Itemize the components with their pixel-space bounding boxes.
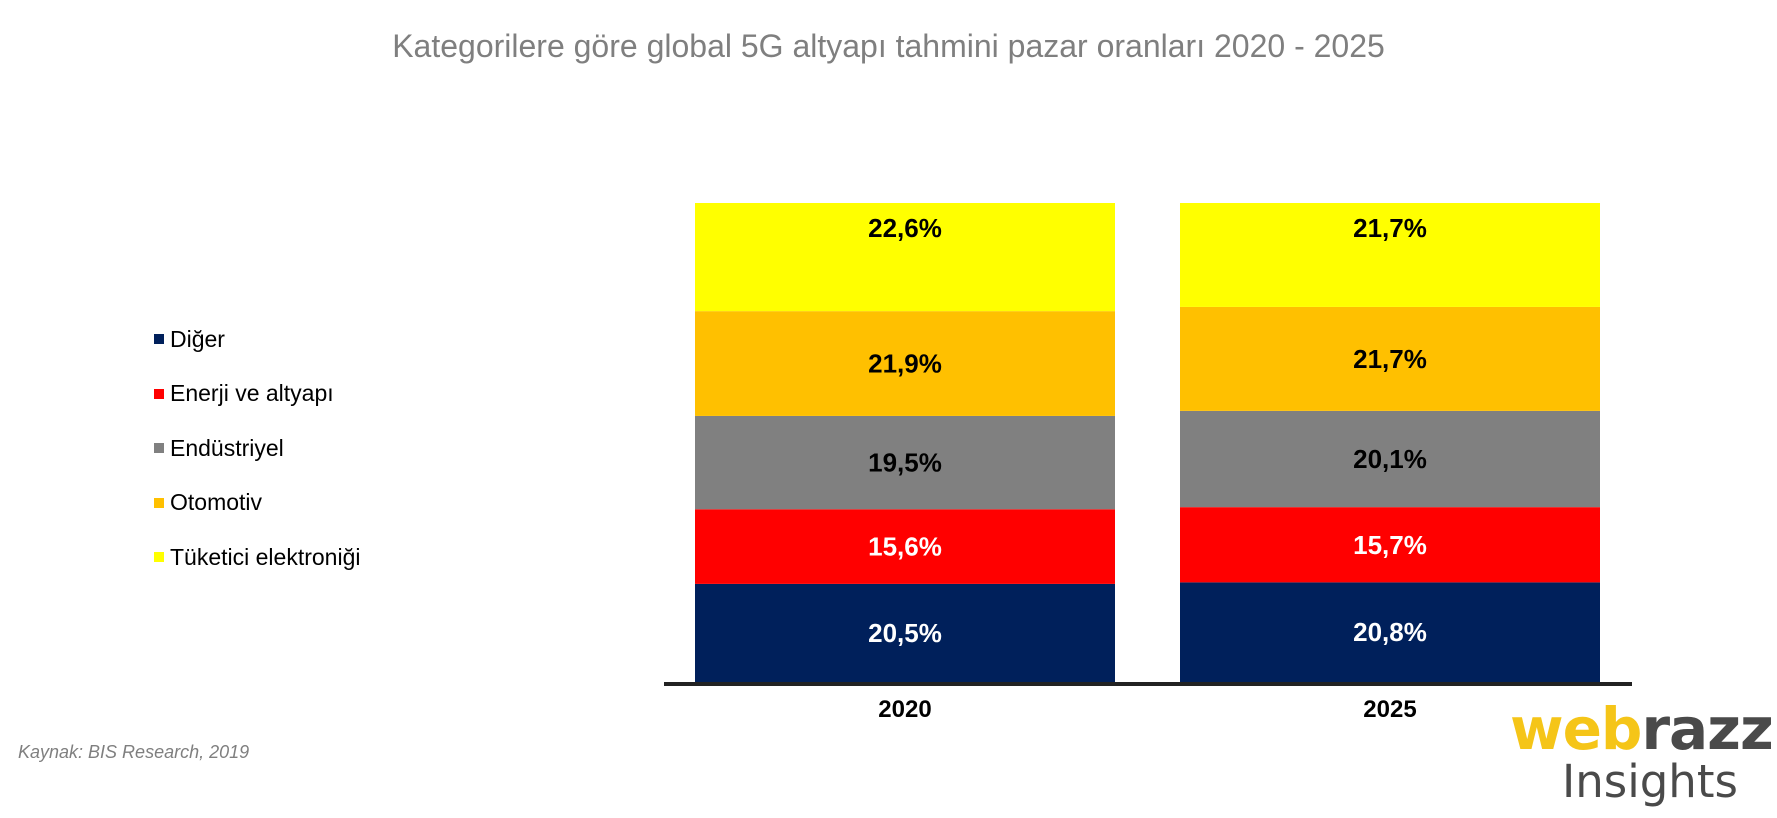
- bar-segment-2020-4: [695, 203, 1115, 312]
- data-label-2025-0: 20,8%: [1353, 617, 1427, 647]
- legend-item-endustriyel: Endüstriyel: [154, 421, 360, 476]
- legend-swatch: [154, 388, 164, 399]
- bar-segment-2025-3: [1180, 306, 1600, 411]
- legend-label: Otomotiv: [170, 489, 263, 516]
- data-label-2025-3: 21,7%: [1353, 344, 1427, 374]
- bar-segment-2020-2: [695, 415, 1115, 510]
- legend-label: Diğer: [170, 325, 225, 352]
- bar-segment-2020-1: [695, 509, 1115, 584]
- bar-segment-2020-0: [695, 583, 1115, 682]
- data-label-2025-4: 21,7%: [1353, 213, 1427, 243]
- legend-label: Enerji ve altyapı: [170, 380, 334, 407]
- data-label-2020-4: 22,6%: [868, 213, 942, 243]
- data-label-2025-1: 15,7%: [1353, 530, 1427, 560]
- legend-swatch: [154, 334, 164, 345]
- source-note: Kaynak: BIS Research, 2019: [18, 742, 250, 762]
- legend-swatch: [154, 552, 164, 563]
- x-tick-label-2020: 2020: [878, 696, 931, 723]
- legend-label: Tüketici elektroniği: [170, 543, 361, 570]
- bar-segment-2025-0: [1180, 582, 1600, 682]
- legend-item-tuketici: Tüketici elektroniği: [154, 530, 360, 585]
- data-label-2020-2: 19,5%: [868, 448, 942, 478]
- bar-segment-2025-4: [1180, 203, 1600, 307]
- legend-item-enerji: Enerji ve altyapı: [154, 367, 360, 422]
- legend: Diğer Enerji ve altyapı Endüstriyel Otom…: [154, 312, 360, 585]
- bar-segment-2020-3: [695, 311, 1115, 416]
- chart-title: Kategorilere göre global 5G altyapı tahm…: [392, 28, 1385, 64]
- legend-label: Endüstriyel: [170, 434, 284, 461]
- legend-swatch: [154, 497, 164, 508]
- data-label-2020-1: 15,6%: [868, 532, 942, 562]
- legend-swatch: [154, 443, 164, 454]
- legend-item-diger: Diğer: [154, 312, 360, 367]
- data-label-2020-3: 21,9%: [868, 349, 942, 379]
- legend-item-otomotiv: Otomotiv: [154, 476, 360, 531]
- bar-segment-2025-2: [1180, 410, 1600, 508]
- data-label-2025-2: 20,1%: [1353, 444, 1427, 474]
- data-label-2020-0: 20,5%: [868, 618, 942, 648]
- x-tick-label-2025: 2025: [1363, 696, 1416, 723]
- bar-segment-2025-1: [1180, 507, 1600, 583]
- webrazzi-insights-logo: webrazzi Insights: [1510, 695, 1777, 808]
